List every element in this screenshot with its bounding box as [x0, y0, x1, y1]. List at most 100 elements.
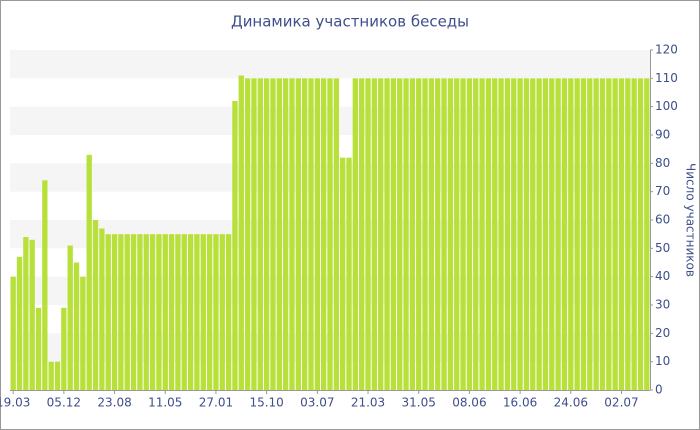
- bar: [244, 78, 251, 390]
- bar: [168, 234, 175, 390]
- bar: [35, 307, 42, 390]
- bar: [118, 234, 124, 390]
- y-tick-label: 50: [655, 241, 670, 255]
- bar: [555, 78, 561, 390]
- bar: [340, 157, 346, 390]
- y-tick-label: 110: [655, 71, 678, 85]
- bar: [549, 78, 555, 390]
- bar: [390, 78, 397, 390]
- bar: [263, 78, 270, 390]
- bar: [568, 78, 574, 390]
- bar: [644, 78, 650, 390]
- chart-title: Динамика участников беседы: [231, 13, 469, 31]
- bar: [593, 78, 599, 390]
- bar: [371, 78, 378, 390]
- bar: [308, 78, 314, 390]
- bar: [54, 361, 61, 390]
- y-tick-label: 20: [655, 326, 670, 340]
- bar: [625, 78, 631, 390]
- x-tick-label: 11.05: [148, 396, 182, 410]
- y-tick-label: 40: [655, 269, 670, 283]
- bar: [574, 78, 580, 390]
- x-tick-label: 16.06: [503, 396, 537, 410]
- bar: [530, 78, 536, 390]
- bar: [403, 78, 409, 390]
- bar: [282, 78, 289, 390]
- bar: [99, 228, 105, 390]
- y-tick-label: 70: [655, 184, 670, 198]
- bar: [276, 78, 282, 390]
- bar: [587, 78, 593, 390]
- bar: [561, 78, 568, 390]
- bar: [219, 234, 225, 390]
- bar: [435, 78, 441, 390]
- bar: [105, 234, 111, 390]
- bar: [416, 78, 422, 390]
- bar: [466, 78, 473, 390]
- bar: [289, 78, 295, 390]
- bar: [111, 234, 118, 390]
- grid-band: [10, 50, 650, 79]
- bar: [156, 234, 162, 390]
- y-tick-label: 120: [655, 43, 678, 57]
- y-tick-label: 10: [655, 354, 670, 368]
- bar: [359, 78, 365, 390]
- bar: [73, 262, 80, 390]
- bar: [213, 234, 219, 390]
- bar: [48, 361, 54, 390]
- x-tick-label: 02.07: [604, 396, 638, 410]
- bar: [409, 78, 416, 390]
- bar: [257, 78, 263, 390]
- bar: [618, 78, 625, 390]
- bar: [397, 78, 403, 390]
- bar: [270, 78, 276, 390]
- bar: [492, 78, 498, 390]
- bar: [612, 78, 618, 390]
- bar: [352, 78, 359, 390]
- bar: [301, 78, 308, 390]
- bar: [454, 78, 460, 390]
- bar: [422, 78, 428, 390]
- y-tick-label: 100: [655, 99, 678, 113]
- bar: [637, 78, 644, 390]
- bar: [137, 234, 143, 390]
- bar: [498, 78, 504, 390]
- bar: [232, 101, 238, 390]
- bar: [580, 78, 587, 390]
- bar: [511, 78, 517, 390]
- bar: [523, 78, 530, 390]
- bar: [314, 78, 320, 390]
- bar: [130, 234, 137, 390]
- bar: [517, 78, 523, 390]
- bar: [460, 78, 466, 390]
- bar: [473, 78, 479, 390]
- x-tick-label: 19.03: [0, 396, 30, 410]
- bar: [225, 234, 232, 390]
- bar: [333, 78, 339, 390]
- bar: [441, 78, 447, 390]
- bar: [162, 234, 168, 390]
- y-axis-label: Число участников: [684, 163, 698, 277]
- bar: [606, 78, 612, 390]
- bar: [42, 180, 48, 390]
- bar: [365, 78, 371, 390]
- x-tick-label: 27.01: [199, 396, 233, 410]
- bar: [149, 234, 156, 390]
- bar: [200, 234, 206, 390]
- bar: [447, 78, 454, 390]
- bar: [378, 78, 384, 390]
- x-tick-label: 23.08: [97, 396, 131, 410]
- bar: [92, 220, 99, 390]
- x-tick-label: 08.06: [452, 396, 486, 410]
- bar: [124, 234, 130, 390]
- bar: [194, 234, 200, 390]
- bar: [181, 234, 187, 390]
- bar: [428, 78, 435, 390]
- bar: [61, 307, 67, 390]
- bar: [23, 237, 29, 390]
- bar: [479, 78, 485, 390]
- bar: [542, 78, 549, 390]
- bar: [327, 78, 333, 390]
- bar: [384, 78, 390, 390]
